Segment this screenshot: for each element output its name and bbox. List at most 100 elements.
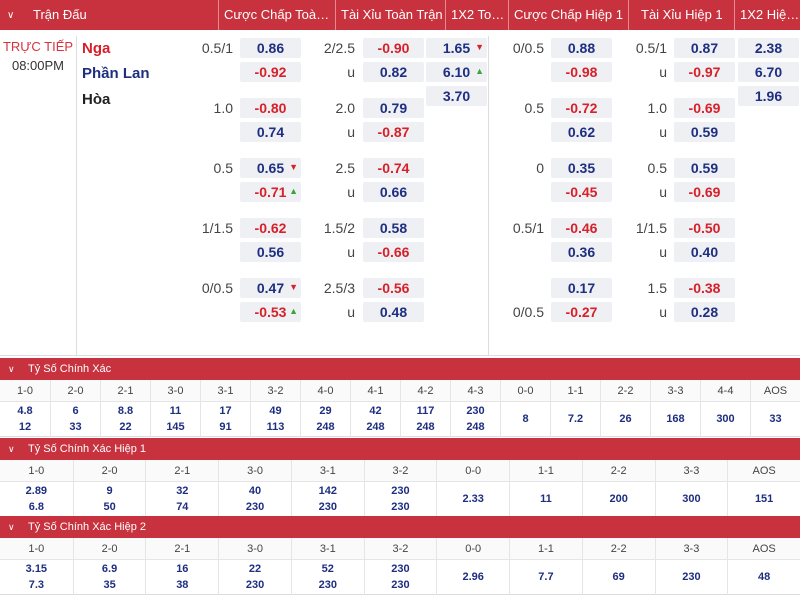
odds-cell[interactable]: 0.74 [240,122,301,142]
odds-cell[interactable]: -0.56 [363,278,424,298]
chevron-down-icon[interactable]: ∨ [8,364,15,374]
odds-cell[interactable]: 1.96 [738,86,799,106]
odds-value: -0.80 [254,100,287,116]
score-odds-cell[interactable]: 6.9 35 [72,560,146,595]
odds-cell[interactable]: 0.17 [551,278,612,298]
odds-cell[interactable]: 0.87 [674,38,735,58]
odds-cell[interactable]: 2.38 [738,38,799,58]
home-team[interactable]: Nga [82,40,111,57]
score-odds-cell[interactable]: 33 [750,402,800,437]
odds-cell[interactable]: 0.47 ▼ [240,278,301,298]
score-odds-cell[interactable]: 168 [650,402,700,437]
odds-cell[interactable]: -0.97 [674,62,735,82]
score-odds-cell[interactable]: 11 145 [150,402,200,437]
odds-cell[interactable]: -0.46 [551,218,612,238]
odds-cell[interactable]: -0.69 [674,182,735,202]
odds-cell[interactable]: 0.48 [363,302,424,322]
odds-cell[interactable]: -0.62 [240,218,301,238]
odds-cell[interactable]: 0.79 [363,98,424,118]
odds-cell[interactable]: 0.62 [551,122,612,142]
odds-cell[interactable]: 6.70 [738,62,799,82]
score-odds-cell[interactable]: 69 [581,560,655,595]
score-odds-cell[interactable]: 151 [727,482,800,517]
score-odds-cell[interactable]: 230 230 [363,482,437,517]
score-odds-cell[interactable]: 8.8 22 [100,402,150,437]
score-odds-cell[interactable]: 9 50 [72,482,146,517]
score-odds-cell[interactable]: 40 230 [218,482,291,517]
odds-cell[interactable]: -0.69 [674,98,735,118]
odds-cell[interactable]: -0.92 [240,62,301,82]
odds-cell[interactable]: -0.72 [551,98,612,118]
section-header[interactable]: ∨ Tỷ Số Chính Xác [0,358,800,380]
score-odds-cell[interactable]: 230 230 [363,560,437,595]
odds-cell[interactable]: -0.71 ▲ [240,182,301,202]
score-odds-cell[interactable]: 8 [500,402,550,437]
odds-cell[interactable]: 0.86 [240,38,301,58]
odds-cell[interactable]: -0.90 [363,38,424,58]
chevron-down-icon[interactable]: ∨ [7,10,15,21]
col-header-ou-h1: Tài Xỉu Hiệp 1 [628,0,734,30]
score-odds-cell[interactable]: 230 248 [450,402,500,437]
score-column-header: 1-0 [17,385,33,397]
odds-cell[interactable]: 0.35 [551,158,612,178]
odds-cell[interactable]: -0.38 [674,278,735,298]
section-header[interactable]: ∨ Tỷ Số Chính Xác Hiệp 1 [0,438,800,460]
score-column-header: 2-2 [581,460,655,482]
score-odds-cell[interactable]: 200 [581,482,655,517]
chevron-down-icon[interactable]: ∨ [8,522,15,532]
odds-cell[interactable]: -0.27 [551,302,612,322]
odds-cell[interactable]: 0.36 [551,242,612,262]
score-odds-cell[interactable]: 17 91 [200,402,250,437]
odds-cell[interactable]: -0.53 ▲ [240,302,301,322]
odds-cell[interactable]: 0.88 [551,38,612,58]
score-odds-cell[interactable]: 300 [700,402,750,437]
score-odds-value: 168 [666,413,685,425]
score-odds-cell[interactable]: 4.8 12 [0,402,50,437]
score-odds-cell[interactable]: 32 74 [145,482,218,517]
odds-cell[interactable]: 0.40 [674,242,735,262]
odds-cell[interactable]: 0.59 [674,158,735,178]
score-odds-cell[interactable]: 7.2 [550,402,600,437]
odds-cell[interactable]: 0.82 [363,62,424,82]
odds-cell[interactable]: -0.66 [363,242,424,262]
odds-cell[interactable]: 0.58 [363,218,424,238]
score-odds-cell[interactable]: 2.89 6.8 [0,482,73,517]
odds-cell[interactable]: -0.87 [363,122,424,142]
chevron-down-icon[interactable]: ∨ [8,444,15,454]
score-odds-cell[interactable]: 16 38 [145,560,218,595]
score-odds-cell[interactable]: 2.33 [436,482,509,517]
score-odds-cell[interactable]: 49 113 [250,402,300,437]
score-odds-value: 12 [18,421,32,433]
odds-cell[interactable]: -0.80 [240,98,301,118]
odds-cell[interactable]: -0.98 [551,62,612,82]
score-odds-cell[interactable]: 26 [600,402,650,437]
score-odds-cell[interactable]: 3.15 7.3 [0,560,73,595]
score-odds-cell[interactable]: 48 [727,560,800,595]
odds-cell[interactable]: 0.59 [674,122,735,142]
score-odds-cell[interactable]: 52 230 [290,560,364,595]
odds-cell[interactable]: 0.66 [363,182,424,202]
odds-cell[interactable]: 0.65 ▼ [240,158,301,178]
score-odds-cell[interactable]: 2.96 [436,560,509,595]
odds-cell[interactable]: -0.74 [363,158,424,178]
odds-cell[interactable]: -0.45 [551,182,612,202]
arrow-down-icon: ▼ [289,162,298,172]
odds-cell[interactable]: 6.10 ▲ [426,62,487,82]
odds-cell[interactable]: -0.50 [674,218,735,238]
odds-cell[interactable]: 1.65 ▼ [426,38,487,58]
section-header[interactable]: ∨ Tỷ Số Chính Xác Hiệp 2 [0,516,800,538]
score-odds-cell[interactable]: 142 230 [290,482,364,517]
score-odds-cell[interactable]: 7.7 [509,560,582,595]
odds-cell[interactable]: 3.70 [426,86,487,106]
odds-cell[interactable]: 0.56 [240,242,301,262]
score-odds-cell[interactable]: 117 248 [400,402,450,437]
odds-cell[interactable]: 0.28 [674,302,735,322]
score-odds-cell[interactable]: 11 [509,482,582,517]
score-odds-cell[interactable]: 6 33 [50,402,100,437]
score-odds-cell[interactable]: 42 248 [350,402,400,437]
away-team[interactable]: Phần Lan [82,65,150,82]
score-odds-cell[interactable]: 230 [654,560,728,595]
score-odds-cell[interactable]: 22 230 [218,560,291,595]
score-odds-cell[interactable]: 29 248 [300,402,350,437]
score-odds-cell[interactable]: 300 [654,482,728,517]
